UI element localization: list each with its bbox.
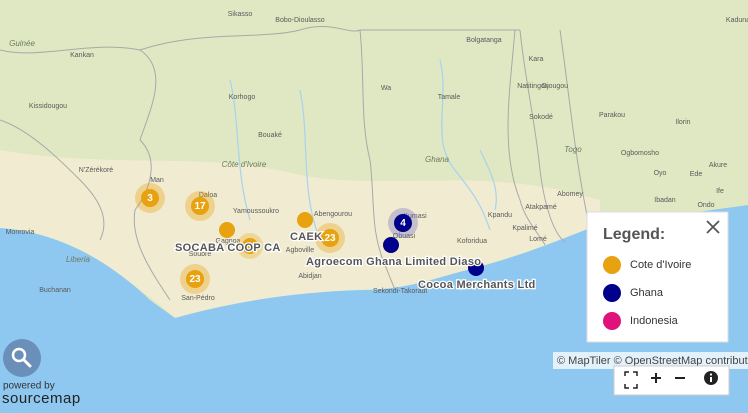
place-label: Ondo [697, 202, 714, 209]
place-label: Buchanan [39, 287, 71, 294]
place-label: Agboville [286, 247, 315, 254]
place-label: Kpandu [488, 212, 512, 219]
markers: 3 17 23 23 4 SOCABA COOP CA CAEK Agroecom Ghana… [135, 183, 537, 294]
legend-close[interactable] [706, 220, 720, 234]
powered-by: powered by [3, 381, 55, 392]
place-label: Kissidougou [29, 103, 67, 110]
place-label: Ife [716, 188, 724, 195]
legend-label: Ghana [630, 287, 664, 299]
cluster [141, 189, 159, 207]
place-label: Koforidua [457, 238, 487, 245]
marker [297, 212, 313, 228]
place-label: Tamale [438, 94, 461, 101]
supplier-label: CAEK [290, 231, 322, 243]
place-label: Ede [690, 171, 703, 178]
place-label: Lomé [529, 236, 547, 243]
place-label: Kaduna [726, 17, 748, 24]
place-label: Daloa [199, 192, 217, 199]
legend-swatch [603, 256, 621, 274]
legend-panel: Legend: Cote d'Ivoire Ghana Indonesia [586, 211, 729, 343]
place-label: Ibadan [654, 197, 676, 204]
place-label: Abidjan [298, 273, 321, 280]
place-label: Atakpamé [525, 204, 557, 211]
place-label: Ogbomosho [621, 150, 659, 157]
place-label: Yamoussoukro [233, 208, 279, 215]
marker [219, 222, 235, 238]
map-controls [613, 365, 730, 396]
info-button[interactable] [704, 371, 718, 385]
legend-swatch [603, 312, 621, 330]
cluster-count: 3 [147, 193, 153, 204]
place-label: Kumasi [403, 213, 427, 220]
place-label: Abengourou [314, 211, 352, 218]
supplier-label: Agroecom Ghana Limited Diaso [306, 256, 481, 268]
cluster-count: 4 [400, 218, 406, 229]
place-label: Abomey [557, 191, 583, 198]
place-label: Gagnoa [216, 238, 241, 245]
attribution: © MapTiler © OpenStreetMap contributors [557, 355, 748, 367]
place-label: Liberia [66, 255, 91, 264]
cluster [186, 270, 204, 288]
place-label: San-Pédro [181, 295, 215, 302]
legend-swatch [603, 284, 621, 302]
rivers [229, 59, 497, 241]
place-label: Bouaké [258, 132, 282, 139]
place-label: Djougou [542, 83, 568, 90]
place-label: Togo [564, 145, 582, 154]
place-label: Bobo-Dioulasso [275, 17, 325, 24]
fullscreen-button[interactable] [624, 371, 638, 389]
marker [468, 260, 484, 276]
search-button[interactable] [3, 339, 41, 377]
place-labels: Sikasso Bobo-Dioulasso Guinée Kankan Kissido… [6, 11, 748, 302]
place-label: Sekondi-Takoradi [373, 288, 428, 295]
place-label: N'Zérékoré [79, 167, 114, 174]
place-label: Ghana [425, 155, 450, 164]
place-label: Guinée [9, 39, 35, 48]
legend-label: Indonesia [630, 315, 679, 327]
cluster-count: 23 [189, 274, 201, 285]
place-label: Sikasso [228, 11, 253, 18]
place-label: Man [150, 177, 164, 184]
place-label: Soubré [189, 251, 212, 258]
place-label: Côte d'Ivoire [222, 160, 267, 169]
place-label: Parakou [599, 112, 625, 119]
place-label: Natitingou [517, 83, 549, 90]
cluster [394, 214, 412, 232]
place-label: Wa [381, 85, 391, 92]
place-label: Akure [709, 162, 727, 169]
brand-name[interactable]: sourcemap [2, 390, 81, 407]
supplier-label: Cocoa Merchants Ltd [418, 279, 536, 291]
place-label: Ilorin [675, 119, 690, 126]
zoom-in-button[interactable] [651, 373, 661, 383]
place-label: Monrovia [6, 229, 35, 236]
legend-title: Legend: [603, 226, 665, 243]
place-label: Sokodé [529, 114, 553, 121]
cluster-count: 23 [324, 233, 336, 244]
legend-label: Cote d'Ivoire [630, 259, 691, 271]
legend-items: Cote d'Ivoire Ghana Indonesia [603, 256, 691, 330]
place-label: Bolgatanga [466, 37, 502, 44]
place-label: Kpalimé [512, 225, 537, 232]
cluster-count: 17 [194, 201, 206, 212]
place-label: Kankan [70, 52, 94, 59]
cluster [191, 197, 209, 215]
marker [383, 237, 399, 253]
marker [242, 238, 258, 254]
place-label: Korhogo [229, 94, 256, 101]
place-label: Oyo [654, 170, 667, 177]
place-label: Kara [529, 56, 544, 63]
supplier-label: SOCABA COOP CA [175, 242, 281, 254]
place-label: Obuasi [393, 233, 416, 240]
cluster [321, 229, 339, 247]
attribution-box [553, 352, 748, 369]
borders [0, 26, 591, 301]
